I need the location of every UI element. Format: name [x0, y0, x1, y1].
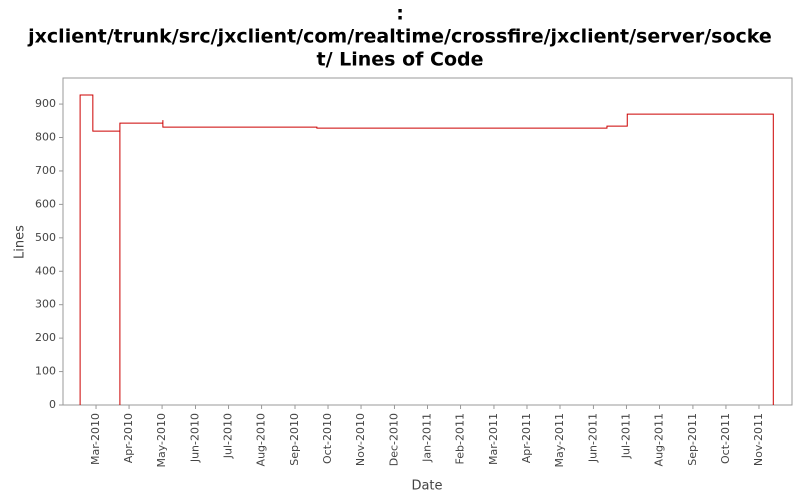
y-tick-label: 900 — [35, 97, 56, 110]
chart-title: : — [396, 3, 404, 25]
x-tick-label: Apr-2010 — [122, 413, 135, 463]
x-tick-label: Aug-2011 — [652, 413, 665, 466]
x-tick-label: Dec-2010 — [387, 413, 400, 466]
x-tick-label: Aug-2010 — [255, 413, 268, 466]
y-tick-label: 0 — [49, 398, 56, 411]
y-tick-label: 400 — [35, 264, 56, 277]
x-tick-label: May-2010 — [155, 413, 168, 468]
y-tick-label: 500 — [35, 231, 56, 244]
y-tick-label: 200 — [35, 331, 56, 344]
x-tick-label: Nov-2011 — [752, 413, 765, 466]
x-tick-label: Sep-2010 — [288, 413, 301, 466]
x-tick-label: Mar-2011 — [487, 413, 500, 465]
x-tick-label: Oct-2010 — [321, 413, 334, 464]
x-tick-label: Jul-2011 — [619, 413, 632, 459]
x-tick-label: Jun-2010 — [189, 413, 202, 463]
y-tick-label: 300 — [35, 298, 56, 311]
x-axis-title: Date — [411, 479, 442, 494]
x-tick-label: Nov-2010 — [354, 413, 367, 466]
x-tick-label: Feb-2011 — [454, 413, 467, 464]
chart-title: jxclient/trunk/src/jxclient/com/realtime… — [27, 26, 772, 48]
data-line — [79, 94, 774, 405]
y-tick-label: 100 — [35, 365, 56, 378]
plot-area — [62, 77, 793, 406]
x-tick-label: Mar-2010 — [89, 413, 102, 465]
chart-title: t/ Lines of Code — [316, 49, 483, 71]
x-tick-label: Jun-2011 — [586, 413, 599, 463]
x-tick-label: Oct-2011 — [719, 413, 732, 464]
x-tick-label: May-2011 — [553, 413, 566, 468]
x-tick-label: Jan-2011 — [421, 413, 434, 463]
x-tick-label: Sep-2011 — [686, 413, 699, 466]
y-tick-label: 800 — [35, 131, 56, 144]
x-tick-label: Apr-2011 — [520, 413, 533, 463]
y-tick-label: 700 — [35, 164, 56, 177]
y-axis-title: Lines — [13, 225, 28, 259]
x-tick-label: Jul-2010 — [222, 413, 235, 459]
y-tick-label: 600 — [35, 197, 56, 210]
